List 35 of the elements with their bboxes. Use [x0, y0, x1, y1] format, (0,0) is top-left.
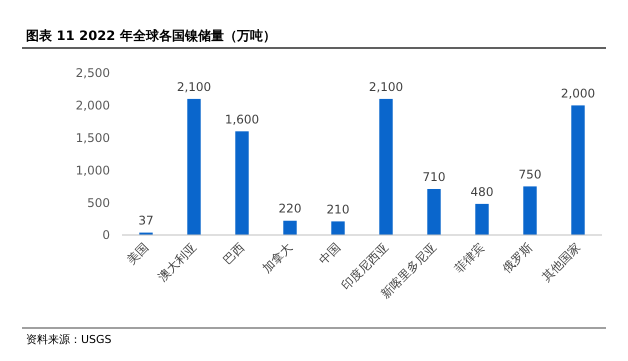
data-label: 2,100: [176, 80, 212, 94]
data-label: 1,600: [224, 112, 260, 126]
y-tick-label: 2,000: [76, 98, 110, 113]
x-tick-label: 中国: [316, 240, 344, 268]
data-label: 2,000: [560, 86, 596, 100]
data-label: 37: [138, 214, 154, 228]
bar: [427, 188, 441, 235]
x-tick-label: 巴西: [220, 240, 248, 268]
data-label: 2,100: [368, 80, 404, 94]
x-tick-label: 其他国家: [539, 240, 584, 284]
y-tick-label: 2,500: [76, 66, 110, 80]
bar: [187, 98, 201, 235]
bar: [379, 98, 393, 235]
bar: [283, 220, 297, 235]
data-label: 480: [470, 184, 494, 199]
chart-title: 图表 11 2022 年全球各国镍储量（万吨）: [26, 28, 276, 44]
y-tick-label: 500: [87, 196, 110, 210]
x-tick-label: 美国: [124, 240, 152, 268]
x-tick-label: 俄罗斯: [500, 240, 536, 276]
x-tick-label: 加拿大: [260, 240, 296, 276]
y-tick-label: 1,000: [76, 163, 110, 178]
data-label: 710: [422, 170, 446, 184]
bar: [235, 131, 249, 235]
data-label: 210: [326, 202, 350, 216]
text: 资料来源：USGS: [26, 333, 112, 346]
bar: [475, 204, 489, 235]
x-tick-label: 菲律宾: [452, 240, 488, 276]
y-tick-label: 0: [102, 228, 110, 242]
data-label: 750: [518, 167, 542, 182]
x-tick-label: 澳大利亚: [155, 240, 200, 284]
y-tick-label: 1,500: [76, 131, 110, 145]
bar: [523, 186, 537, 235]
data-label: 220: [278, 202, 302, 216]
bar: [331, 221, 345, 235]
bar: [571, 105, 585, 235]
